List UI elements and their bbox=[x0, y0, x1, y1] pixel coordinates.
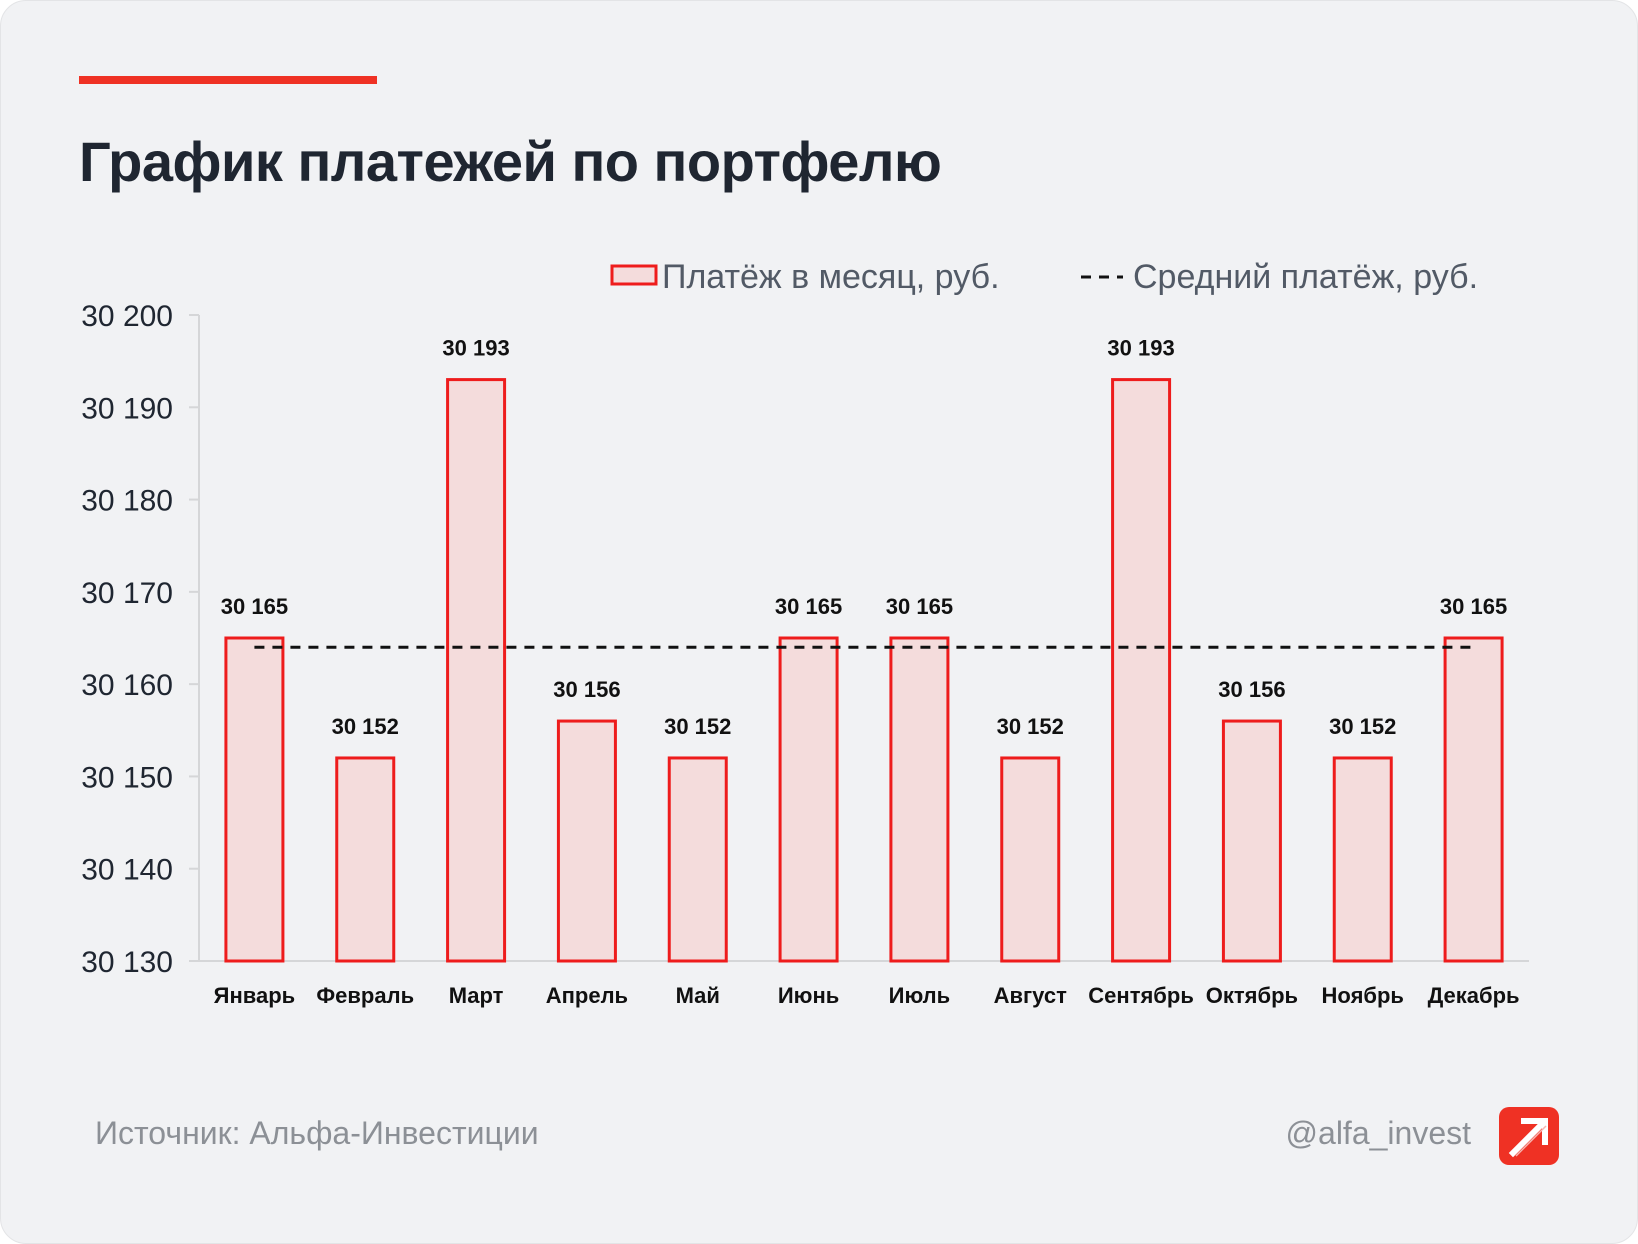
y-tick-label: 30 180 bbox=[81, 485, 173, 518]
bar bbox=[224, 636, 285, 963]
bar bbox=[556, 719, 617, 963]
y-tick-label: 30 140 bbox=[81, 854, 173, 887]
bar-chart: Платёж в месяц, руб. Средний платёж, руб… bbox=[81, 258, 1529, 1008]
x-tick-label: Март bbox=[449, 983, 504, 1008]
y-tick-label: 30 200 bbox=[81, 300, 173, 333]
x-tick-label: Февраль bbox=[316, 983, 414, 1008]
data-label: 30 152 bbox=[1329, 714, 1396, 739]
data-label: 30 156 bbox=[1218, 677, 1285, 702]
data-label: 30 152 bbox=[332, 714, 399, 739]
data-label: 30 193 bbox=[442, 336, 509, 361]
bar bbox=[1221, 719, 1282, 963]
x-tick-label: Ноябрь bbox=[1322, 983, 1404, 1008]
x-tick-label: Май bbox=[676, 983, 720, 1008]
data-label: 30 165 bbox=[886, 594, 953, 619]
legend-line-label: Средний платёж, руб. bbox=[1133, 258, 1478, 296]
data-label: 30 156 bbox=[553, 677, 620, 702]
x-tick-label: Июль bbox=[889, 983, 951, 1008]
legend: Платёж в месяц, руб. Средний платёж, руб… bbox=[610, 258, 1478, 296]
bar bbox=[1000, 756, 1061, 963]
y-tick-label: 30 130 bbox=[81, 946, 173, 979]
x-tick-label: Август bbox=[994, 983, 1067, 1008]
data-label: 30 165 bbox=[221, 594, 288, 619]
bar bbox=[889, 636, 950, 963]
bar bbox=[1111, 378, 1172, 963]
legend-bar-swatch bbox=[610, 264, 658, 286]
data-labels: 30 165 30 152 30 193 30 156 30 152 30 165 30 1… bbox=[221, 336, 1507, 739]
bar bbox=[667, 756, 728, 963]
data-label: 30 152 bbox=[664, 714, 731, 739]
x-tick-label: Декабрь bbox=[1428, 983, 1520, 1008]
bar bbox=[1332, 756, 1393, 963]
page-title: График платежей по портфелю bbox=[79, 130, 942, 193]
bar bbox=[778, 636, 839, 963]
source-text: Источник: Альфа-Инвестиции bbox=[95, 1115, 539, 1151]
x-tick-label: Октябрь bbox=[1206, 983, 1298, 1008]
x-tick-label: Сентябрь bbox=[1088, 983, 1194, 1008]
x-tick-label: Январь bbox=[214, 983, 296, 1008]
handle-link[interactable]: @alfa_invest bbox=[1285, 1115, 1471, 1151]
data-label: 30 193 bbox=[1107, 336, 1174, 361]
legend-bar-label: Платёж в месяц, руб. bbox=[662, 258, 1000, 296]
bar bbox=[446, 378, 507, 963]
bars bbox=[224, 378, 1504, 963]
accent-bar bbox=[79, 76, 377, 84]
y-tick-label: 30 190 bbox=[81, 392, 173, 425]
axes: 30 130 30 140 30 150 30 160 30 170 30 180 30 1… bbox=[81, 300, 1529, 1008]
data-label: 30 165 bbox=[1440, 594, 1507, 619]
bar bbox=[335, 756, 396, 963]
y-tick-label: 30 170 bbox=[81, 577, 173, 610]
data-label: 30 152 bbox=[997, 714, 1064, 739]
alfa-arrow-icon[interactable] bbox=[1499, 1107, 1559, 1165]
x-tick-label: Апрель bbox=[546, 983, 628, 1008]
data-label: 30 165 bbox=[775, 594, 842, 619]
y-tick-label: 30 160 bbox=[81, 669, 173, 702]
x-tick-label: Июнь bbox=[778, 983, 839, 1008]
y-tick-label: 30 150 bbox=[81, 761, 173, 794]
bar bbox=[1443, 636, 1504, 963]
